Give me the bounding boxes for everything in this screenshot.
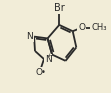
Text: +: + xyxy=(47,53,52,58)
Text: Br: Br xyxy=(54,3,65,13)
Text: N: N xyxy=(45,55,52,64)
Text: N: N xyxy=(26,32,33,41)
Text: CH₃: CH₃ xyxy=(91,23,107,32)
Text: O: O xyxy=(78,23,85,32)
Text: O: O xyxy=(36,68,43,77)
Text: •: • xyxy=(41,68,46,77)
